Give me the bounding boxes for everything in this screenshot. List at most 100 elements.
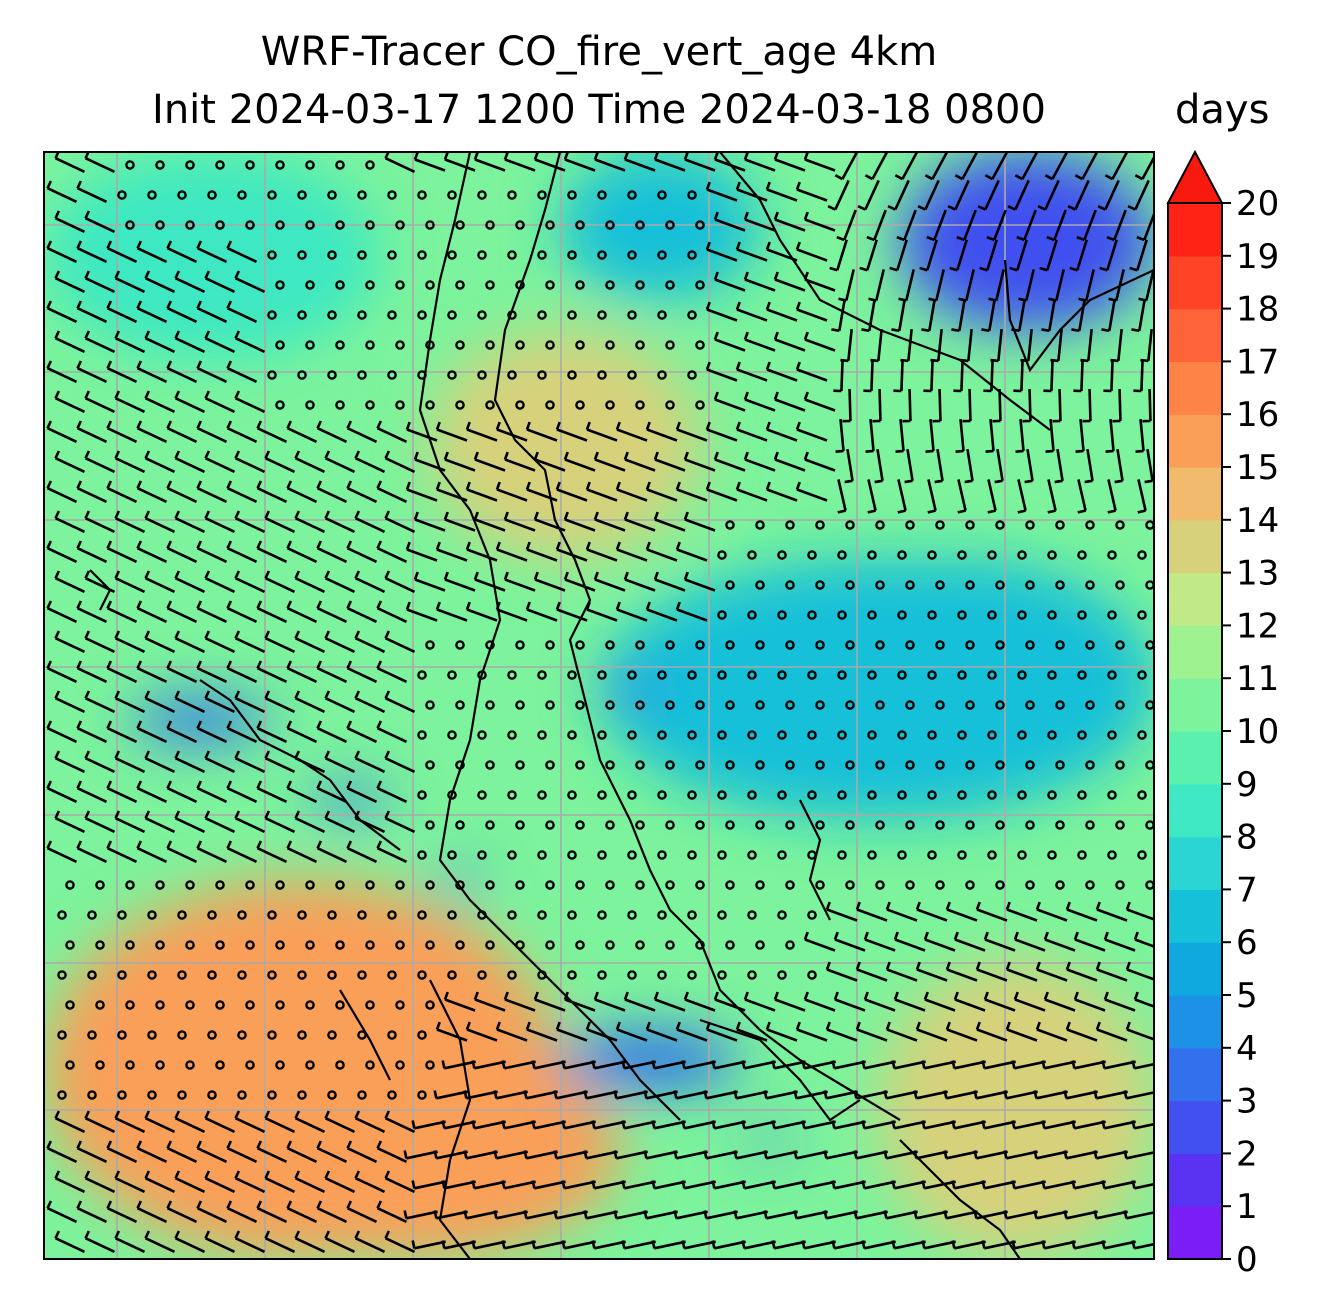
wind-barb — [856, 1150, 888, 1160]
wind-barb — [843, 209, 857, 241]
wind-barb-calm — [815, 760, 825, 770]
wind-barb-flag — [76, 360, 83, 369]
wind-barb-flag — [463, 1090, 468, 1099]
wind-barb-flag — [593, 451, 599, 460]
wind-barb — [1044, 179, 1060, 211]
wind-barb-flag — [887, 205, 896, 211]
wind-barb-calm — [485, 340, 495, 350]
wind-barb — [384, 1177, 416, 1193]
wind-barb-flag — [1095, 1021, 1101, 1030]
wind-barb — [1017, 479, 1027, 511]
wind-barb — [496, 608, 528, 622]
wind-barb-calm — [1137, 730, 1147, 740]
colorbar-segment — [1168, 1100, 1222, 1154]
wind-barb — [1074, 998, 1106, 1012]
wind-barb — [946, 1028, 978, 1042]
wind-barb-flag — [765, 1021, 771, 1030]
wind-barb-calm — [837, 610, 847, 620]
wind-barb-flag — [316, 660, 323, 669]
wind-barb-flag — [384, 690, 391, 699]
wind-barb — [796, 1028, 828, 1042]
wind-barb-flag — [861, 1180, 866, 1189]
wind-barb-calm — [665, 700, 675, 710]
wind-barb-flag — [925, 449, 934, 453]
wind-barb-calm — [687, 970, 697, 980]
wind-barb-calm — [665, 220, 675, 230]
wind-barb-flag — [384, 450, 391, 459]
wind-barb — [984, 1180, 1016, 1190]
wind-barb-flag — [1067, 205, 1076, 211]
wind-barb-flag — [196, 780, 203, 789]
wind-barb-calm — [387, 970, 397, 980]
wind-barb — [466, 428, 498, 442]
wind-barb-flag — [264, 450, 271, 459]
wind-barb-flag — [803, 391, 809, 400]
wind-barb-calm — [395, 880, 405, 890]
wind-barb — [804, 338, 836, 352]
wind-barb — [676, 488, 708, 502]
wind-barb-calm — [507, 910, 517, 920]
wind-barb-flag — [354, 750, 361, 759]
wind-barb-calm — [597, 970, 607, 980]
wind-barb-calm — [905, 640, 915, 650]
wind-barb-flag — [735, 421, 741, 430]
wind-barb-flag — [741, 1120, 746, 1129]
wind-barb-flag — [46, 720, 53, 729]
wind-barb-calm — [995, 700, 1005, 710]
wind-barb — [406, 548, 438, 562]
wind-barb-calm — [125, 880, 135, 890]
wind-barb-flag — [643, 1090, 648, 1099]
wind-barb-flag — [1065, 1021, 1071, 1030]
wind-barb-flag — [256, 1200, 263, 1209]
wind-barb-calm — [275, 880, 285, 890]
wind-barb-flag — [523, 1210, 528, 1219]
wind-barb — [294, 517, 326, 533]
wind-barb — [1134, 998, 1154, 1008]
wind-barb — [316, 727, 348, 743]
wind-barb — [1080, 358, 1084, 392]
wind-barb-flag — [825, 901, 831, 910]
wind-barb-flag — [943, 1210, 948, 1219]
wind-barb — [954, 179, 970, 211]
wind-barb-calm — [147, 1090, 157, 1100]
wind-barb — [894, 1180, 926, 1190]
wind-barb-calm — [485, 700, 495, 710]
wind-barb — [564, 1180, 596, 1190]
wind-barb-calm — [387, 370, 397, 380]
colorbar-segment — [1168, 255, 1222, 310]
wind-barb-flag — [1011, 1240, 1016, 1249]
wind-barb — [1086, 448, 1094, 482]
wind-barb-flag — [801, 1060, 806, 1069]
wind-barb-flag — [771, 1060, 776, 1069]
colorbar-segment — [1168, 467, 1222, 521]
wind-barb-calm — [725, 880, 735, 890]
wind-barb — [144, 637, 176, 653]
wind-barb — [564, 1060, 596, 1070]
wind-barb-calm — [275, 280, 285, 290]
wind-barb-calm — [507, 310, 517, 320]
wind-barb-flag — [144, 330, 151, 339]
wind-barb — [928, 299, 936, 331]
wind-barb-calm — [357, 310, 367, 320]
wind-barb — [54, 697, 86, 713]
wind-barb — [1147, 328, 1153, 362]
wind-barb — [998, 388, 1002, 422]
wind-barb-calm — [1077, 550, 1087, 560]
wind-barb — [804, 218, 836, 232]
wind-barb-calm — [95, 940, 105, 950]
wind-barb-flag — [54, 450, 61, 459]
wind-barb-flag — [585, 1021, 591, 1030]
wind-barb — [1096, 968, 1128, 982]
wind-barb-calm — [1055, 640, 1065, 650]
wind-barb-calm — [335, 880, 345, 890]
wind-barb-calm — [1047, 850, 1057, 860]
wind-barb-calm — [357, 970, 367, 980]
wind-barb — [466, 608, 498, 622]
wind-barb — [324, 1117, 356, 1133]
wind-barb-flag — [1114, 479, 1123, 484]
wind-barb-flag — [563, 451, 569, 460]
wind-barb-flag — [763, 1090, 768, 1099]
wind-barb-flag — [1123, 1150, 1128, 1159]
wind-barb-flag — [465, 481, 471, 490]
wind-barb-calm — [365, 280, 375, 290]
